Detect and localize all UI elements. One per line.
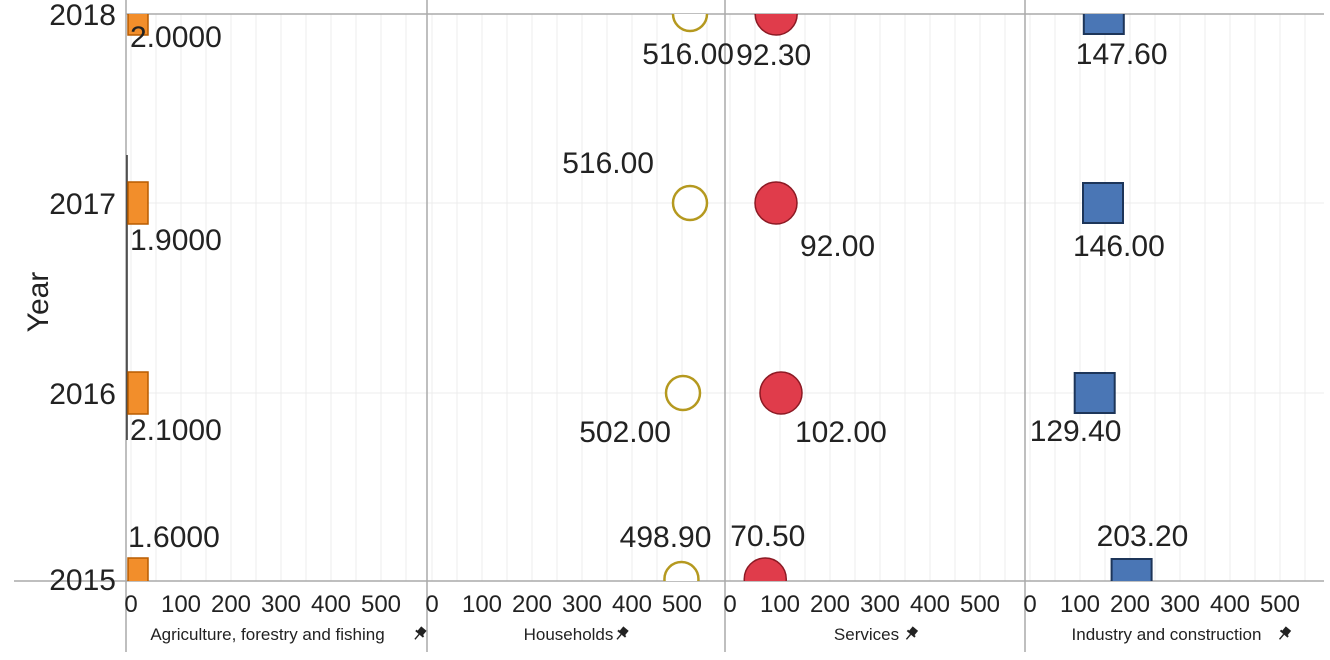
bar-agriculture-forestry-and-fishing-2016: [127, 371, 149, 415]
data-label-industry-and-construction-2018: 147.60: [1076, 38, 1168, 71]
pin-head: [1281, 626, 1292, 636]
x-tick-label: 200: [810, 591, 850, 618]
x-tick-label: 100: [760, 591, 800, 618]
facet-label-services: Services: [834, 625, 899, 644]
point-industry-and-construction-2016: [1073, 372, 1116, 414]
pin-icon[interactable]: [613, 625, 630, 642]
x-tick-label: 200: [211, 591, 251, 618]
x-tick-label: 100: [462, 591, 502, 618]
pin-icon[interactable]: [1276, 625, 1293, 642]
x-tick-label: 0: [723, 591, 736, 618]
x-tick-label: 500: [1260, 591, 1300, 618]
y-tick-label-2015: 2015: [49, 564, 116, 597]
data-label-services-2016: 102.00: [795, 416, 887, 449]
y-tick-label-2017: 2017: [49, 188, 116, 221]
pin-collar: [1279, 629, 1289, 638]
x-tick-label: 0: [124, 591, 137, 618]
grid-layer: [126, 14, 1324, 581]
pin-needle: [905, 633, 912, 640]
facet-label-agriculture-forestry-and-fishing: Agriculture, forestry and fishing: [150, 625, 384, 644]
data-label-agriculture-forestry-and-fishing-2017: 1.9000: [130, 224, 222, 257]
data-label-services-2017: 92.00: [800, 230, 875, 263]
point-services-2015: [743, 557, 787, 581]
data-label-services-2015: 70.50: [730, 520, 805, 553]
axis-layer: 2015 2016 2017 2018 0 100 200 300 400 500 0 100 200 3…: [49, 0, 1300, 644]
y-tick-label-2018: 2018: [49, 0, 116, 32]
pin-icon[interactable]: [903, 625, 920, 642]
point-industry-and-construction-2018: [1082, 14, 1125, 35]
x-tick-label: 500: [361, 591, 401, 618]
data-label-industry-and-construction-2015: 203.20: [1097, 520, 1189, 553]
pin-collar: [906, 629, 916, 638]
point-households-2017: [671, 184, 709, 222]
pin-needle: [616, 633, 622, 640]
point-services-2016: [759, 371, 803, 415]
bar-agriculture-forestry-and-fishing-2018: [127, 14, 149, 36]
data-label-industry-and-construction-2017: 146.00: [1073, 230, 1165, 263]
x-tick-label: 200: [512, 591, 552, 618]
facet-label-industry-and-construction: Industry and construction: [1072, 625, 1262, 644]
pin-needle: [414, 633, 420, 640]
point-services-2018: [754, 14, 798, 36]
point-services-2017: [754, 181, 798, 225]
data-label-households-2016: 502.00: [579, 416, 671, 449]
label-layer: 1.6000 2.1000 1.9000 2.0000 498.90 502.00 516.…: [128, 21, 1188, 554]
x-tick-label: 300: [261, 591, 301, 618]
point-households-2016: [664, 374, 702, 412]
mark-layer: [127, 14, 1153, 581]
y-axis-title: Year: [22, 272, 55, 333]
x-tick-label: 400: [1210, 591, 1250, 618]
bar-agriculture-forestry-and-fishing-2015: [127, 557, 149, 581]
x-tick-label: 400: [910, 591, 950, 618]
x-tick-label: 500: [960, 591, 1000, 618]
frame-layer: [14, 0, 1324, 652]
x-tick-label: 500: [662, 591, 702, 618]
pin-head: [417, 626, 427, 636]
pin-collar: [617, 629, 627, 638]
data-label-industry-and-construction-2016: 129.40: [1030, 415, 1122, 448]
data-label-households-2017: 516.00: [562, 147, 654, 180]
x-tick-label: 200: [1110, 591, 1150, 618]
data-label-agriculture-forestry-and-fishing-2016: 2.1000: [130, 414, 222, 447]
pin-head: [908, 626, 919, 636]
point-households-2015: [663, 560, 700, 581]
data-label-agriculture-forestry-and-fishing-2018: 2.0000: [130, 21, 222, 54]
data-label-services-2018: 92.30: [736, 39, 811, 72]
data-label-households-2018: 516.00: [642, 38, 734, 71]
x-tick-label: 0: [425, 591, 438, 618]
x-tick-label: 0: [1023, 591, 1036, 618]
point-industry-and-construction-2017: [1082, 182, 1124, 224]
point-industry-and-construction-2015: [1110, 558, 1153, 581]
bar-agriculture-forestry-and-fishing-2017: [127, 181, 149, 225]
pin-icon[interactable]: [411, 625, 428, 642]
x-tick-label: 100: [161, 591, 201, 618]
pin-head: [619, 626, 629, 636]
pin-collar: [415, 629, 425, 638]
x-tick-label: 300: [1160, 591, 1200, 618]
x-tick-label: 100: [1060, 591, 1100, 618]
y-tick-label-2016: 2016: [49, 378, 116, 411]
point-households-2018: [671, 14, 709, 33]
x-tick-label: 400: [612, 591, 652, 618]
pin-needle: [1278, 633, 1285, 640]
x-tick-label: 300: [860, 591, 900, 618]
data-label-agriculture-forestry-and-fishing-2015: 1.6000: [128, 521, 220, 554]
data-label-households-2015: 498.90: [620, 521, 712, 554]
x-tick-label: 400: [311, 591, 351, 618]
x-tick-label: 300: [562, 591, 602, 618]
facet-label-households: Households: [524, 625, 614, 644]
